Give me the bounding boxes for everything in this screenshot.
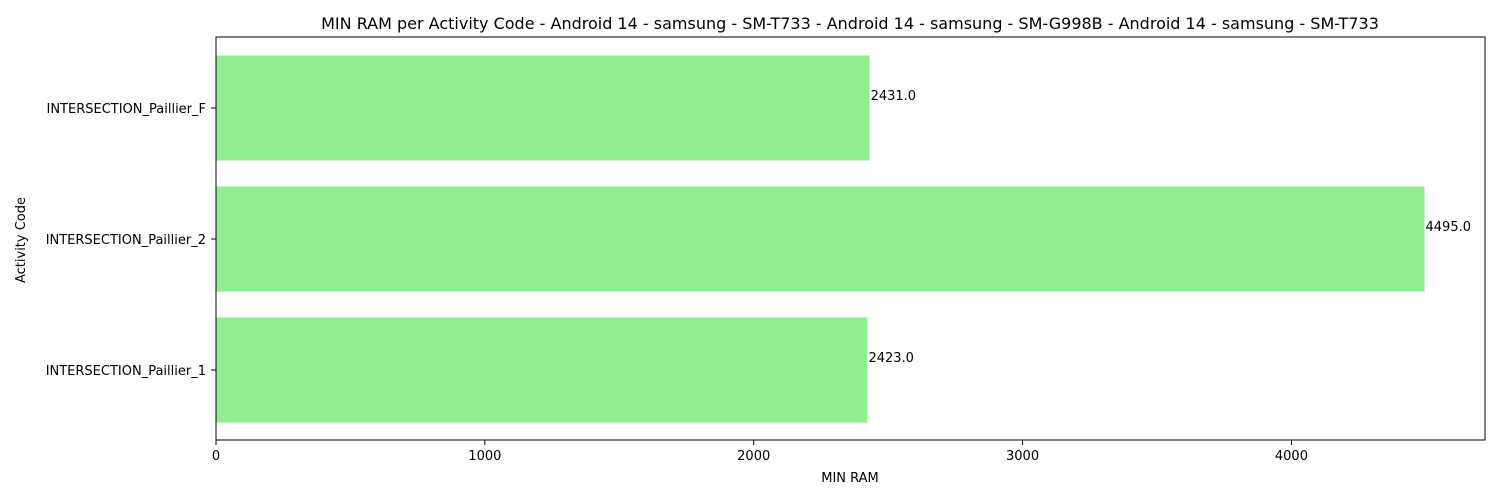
y-tick-label: INTERSECTION_Paillier_1	[46, 364, 206, 379]
y-tick-label: INTERSECTION_Paillier_F	[46, 102, 206, 117]
bar-INTERSECTION_Paillier_F	[216, 55, 870, 161]
axes-layer: INTERSECTION_Paillier_1 INTERSECTION_Pail…	[46, 36, 1486, 464]
bars-layer: 2423.0 4495.0 2431.0	[216, 55, 1472, 423]
plot-frame	[215, 36, 1486, 441]
y-axis-label: Activity Code	[14, 197, 29, 283]
bar-INTERSECTION_Paillier_2	[216, 186, 1425, 292]
x-tick-label: 4000	[1275, 449, 1308, 464]
data-label-INTERSECTION_Paillier_1: 2423.0	[868, 351, 914, 366]
x-tick-label: 0	[212, 449, 220, 464]
data-label-INTERSECTION_Paillier_F: 2431.0	[871, 89, 917, 104]
bar-INTERSECTION_Paillier_1	[216, 317, 868, 423]
x-tick-label: 1000	[468, 449, 501, 464]
data-label-INTERSECTION_Paillier_2: 4495.0	[1426, 220, 1472, 235]
y-tick-label: INTERSECTION_Paillier_2	[46, 233, 206, 248]
x-tick-label: 3000	[1006, 449, 1039, 464]
x-axis-label: MIN RAM	[821, 471, 879, 486]
x-tick-label: 2000	[737, 449, 770, 464]
chart-title: MIN RAM per Activity Code - Android 14 -…	[321, 14, 1379, 33]
